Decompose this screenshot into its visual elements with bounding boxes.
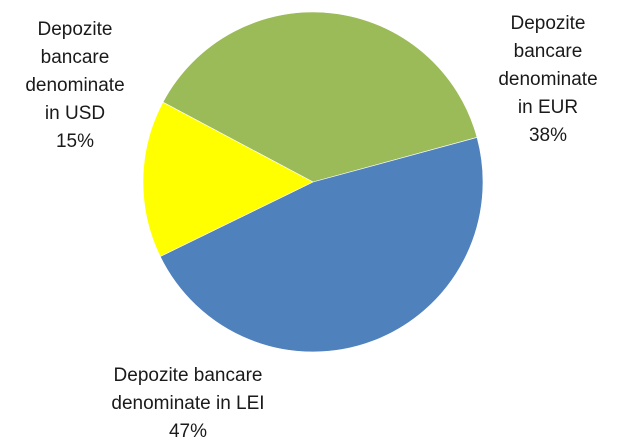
pie-slice-usd bbox=[142, 101, 314, 257]
pie-slice-lei bbox=[159, 137, 484, 353]
slice-category-label-eur: denominate bbox=[498, 69, 597, 90]
slice-labels: Depozite bancare denominate in EUR 38%Depozi… bbox=[25, 13, 597, 442]
slice-value-label-eur: 38% bbox=[529, 125, 567, 146]
slice-label-eur: Depozite bancare denominate in EUR 38% bbox=[498, 13, 597, 146]
slice-category-label-lei: Depozite bancare bbox=[114, 365, 263, 386]
slice-category-label-usd: Depozite bbox=[38, 19, 113, 40]
slice-category-label-usd: bancare bbox=[41, 47, 110, 68]
pie-slices bbox=[142, 11, 484, 353]
slice-label-usd: Depozite bancare denominate in USD 15% bbox=[25, 19, 124, 152]
slice-category-label-usd: denominate bbox=[25, 75, 124, 96]
slice-label-lei: Depozite bancare denominate in LEI 47% bbox=[111, 365, 264, 442]
slice-category-label-eur: in EUR bbox=[518, 97, 578, 118]
slice-category-label-eur: bancare bbox=[514, 41, 583, 62]
pie-slice-eur bbox=[162, 11, 478, 183]
slice-category-label-eur: Depozite bbox=[511, 13, 586, 34]
slice-category-label-lei: denominate in LEI bbox=[111, 393, 264, 414]
slice-value-label-usd: 15% bbox=[56, 131, 94, 152]
slice-value-label-lei: 47% bbox=[169, 421, 207, 442]
slice-category-label-usd: in USD bbox=[45, 103, 105, 124]
